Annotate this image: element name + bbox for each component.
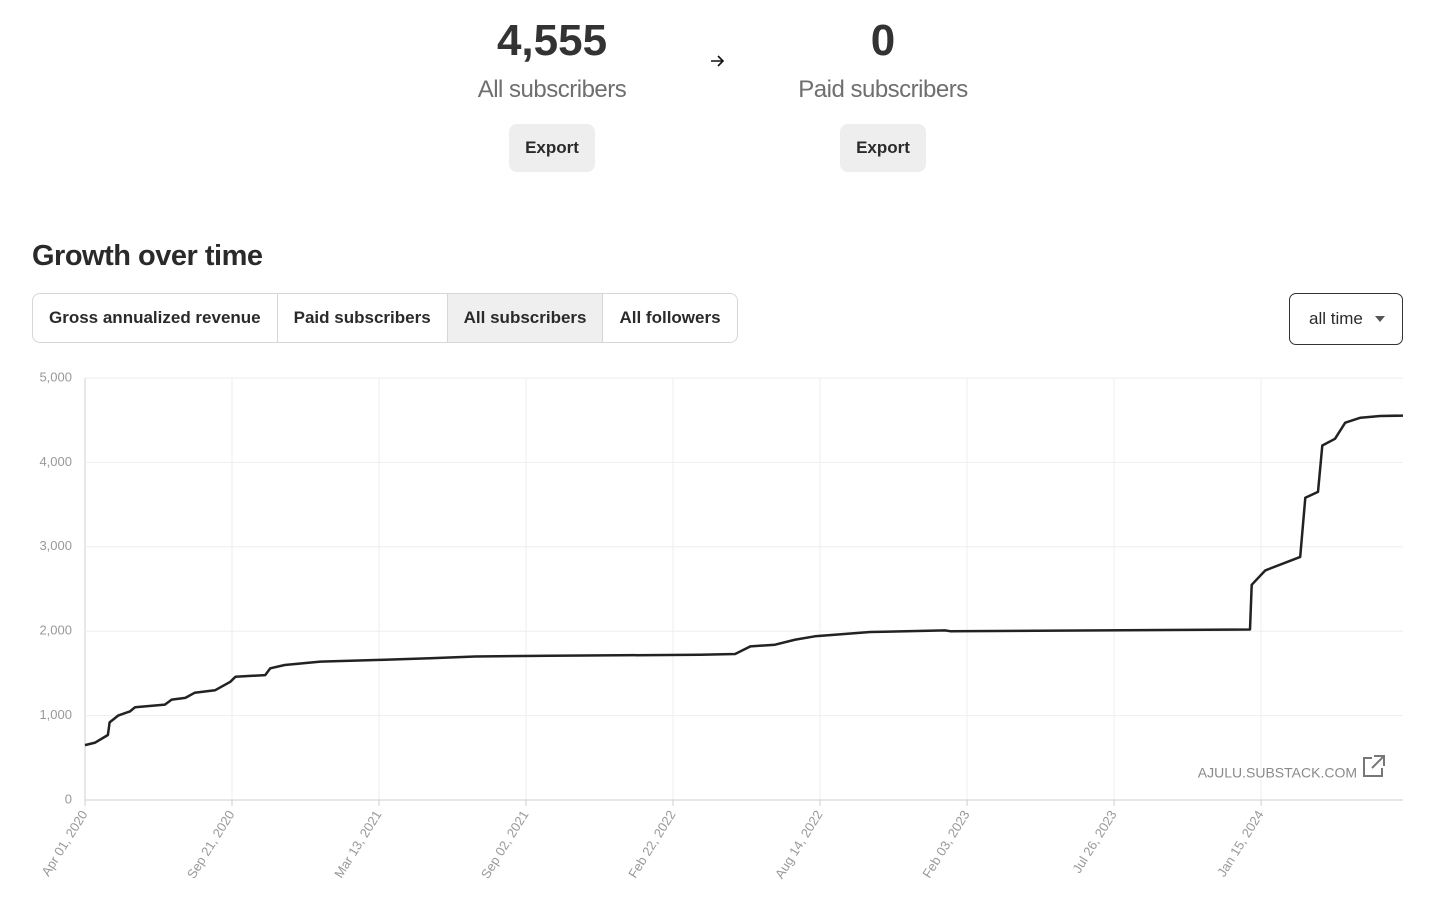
- x-tick-label: Feb 22, 2022: [625, 808, 678, 881]
- tab[interactable]: All followers: [619, 308, 721, 327]
- tab[interactable]: All subscribers: [447, 294, 604, 342]
- tab-group: Gross annualized revenue Paid subscriber…: [32, 293, 738, 343]
- y-tick-label: 0: [65, 791, 72, 806]
- tab[interactable]: Gross annualized revenue: [33, 294, 278, 342]
- chart: Jan 15, 2024 Jul 26, 2023 Feb 03, 2023 Aug …: [38, 369, 1404, 882]
- caret-icon: [1374, 316, 1385, 322]
- x-tick-label: Jan 15, 2024: [1214, 808, 1267, 880]
- y-tick-label: 3,000: [39, 538, 72, 553]
- y-tick-label: 5,000: [39, 369, 72, 384]
- x-tick-label: Mar 13, 2021: [331, 808, 384, 881]
- y-tick-label: 1,000: [39, 707, 72, 722]
- stat-label: All subscribers: [477, 76, 627, 103]
- data-line: [84, 414, 1404, 747]
- x-tick-label: Sep 21, 2020: [184, 808, 238, 882]
- x-tick-label: Feb 03, 2023: [919, 808, 972, 881]
- external-link-icon: [1363, 755, 1385, 777]
- tab[interactable]: Paid subscribers: [278, 294, 448, 342]
- dropdown-label: all time: [1309, 309, 1363, 328]
- stat-value: 0: [870, 16, 896, 65]
- export-button[interactable]: Export: [509, 124, 595, 172]
- export-button[interactable]: Export: [840, 124, 926, 172]
- x-tick-label: Apr 01, 2020: [38, 808, 90, 879]
- stat-label: Paid subscribers: [798, 76, 968, 103]
- y-tick-label: 4,000: [39, 454, 72, 469]
- stat-value: 4,555: [496, 16, 608, 65]
- x-tick-label: Jul 26, 2023: [1069, 808, 1119, 876]
- watermark: AJULU.SUBSTACK.COM: [1198, 765, 1357, 781]
- y-tick-label: 2,000: [39, 623, 72, 638]
- x-tick-label: Aug 14, 2022: [772, 808, 826, 882]
- section-title: Growth over time: [32, 240, 263, 272]
- arrow-icon: [711, 55, 725, 67]
- range-dropdown[interactable]: all time: [1289, 293, 1403, 345]
- x-tick-label: Sep 02, 2021: [478, 808, 532, 882]
